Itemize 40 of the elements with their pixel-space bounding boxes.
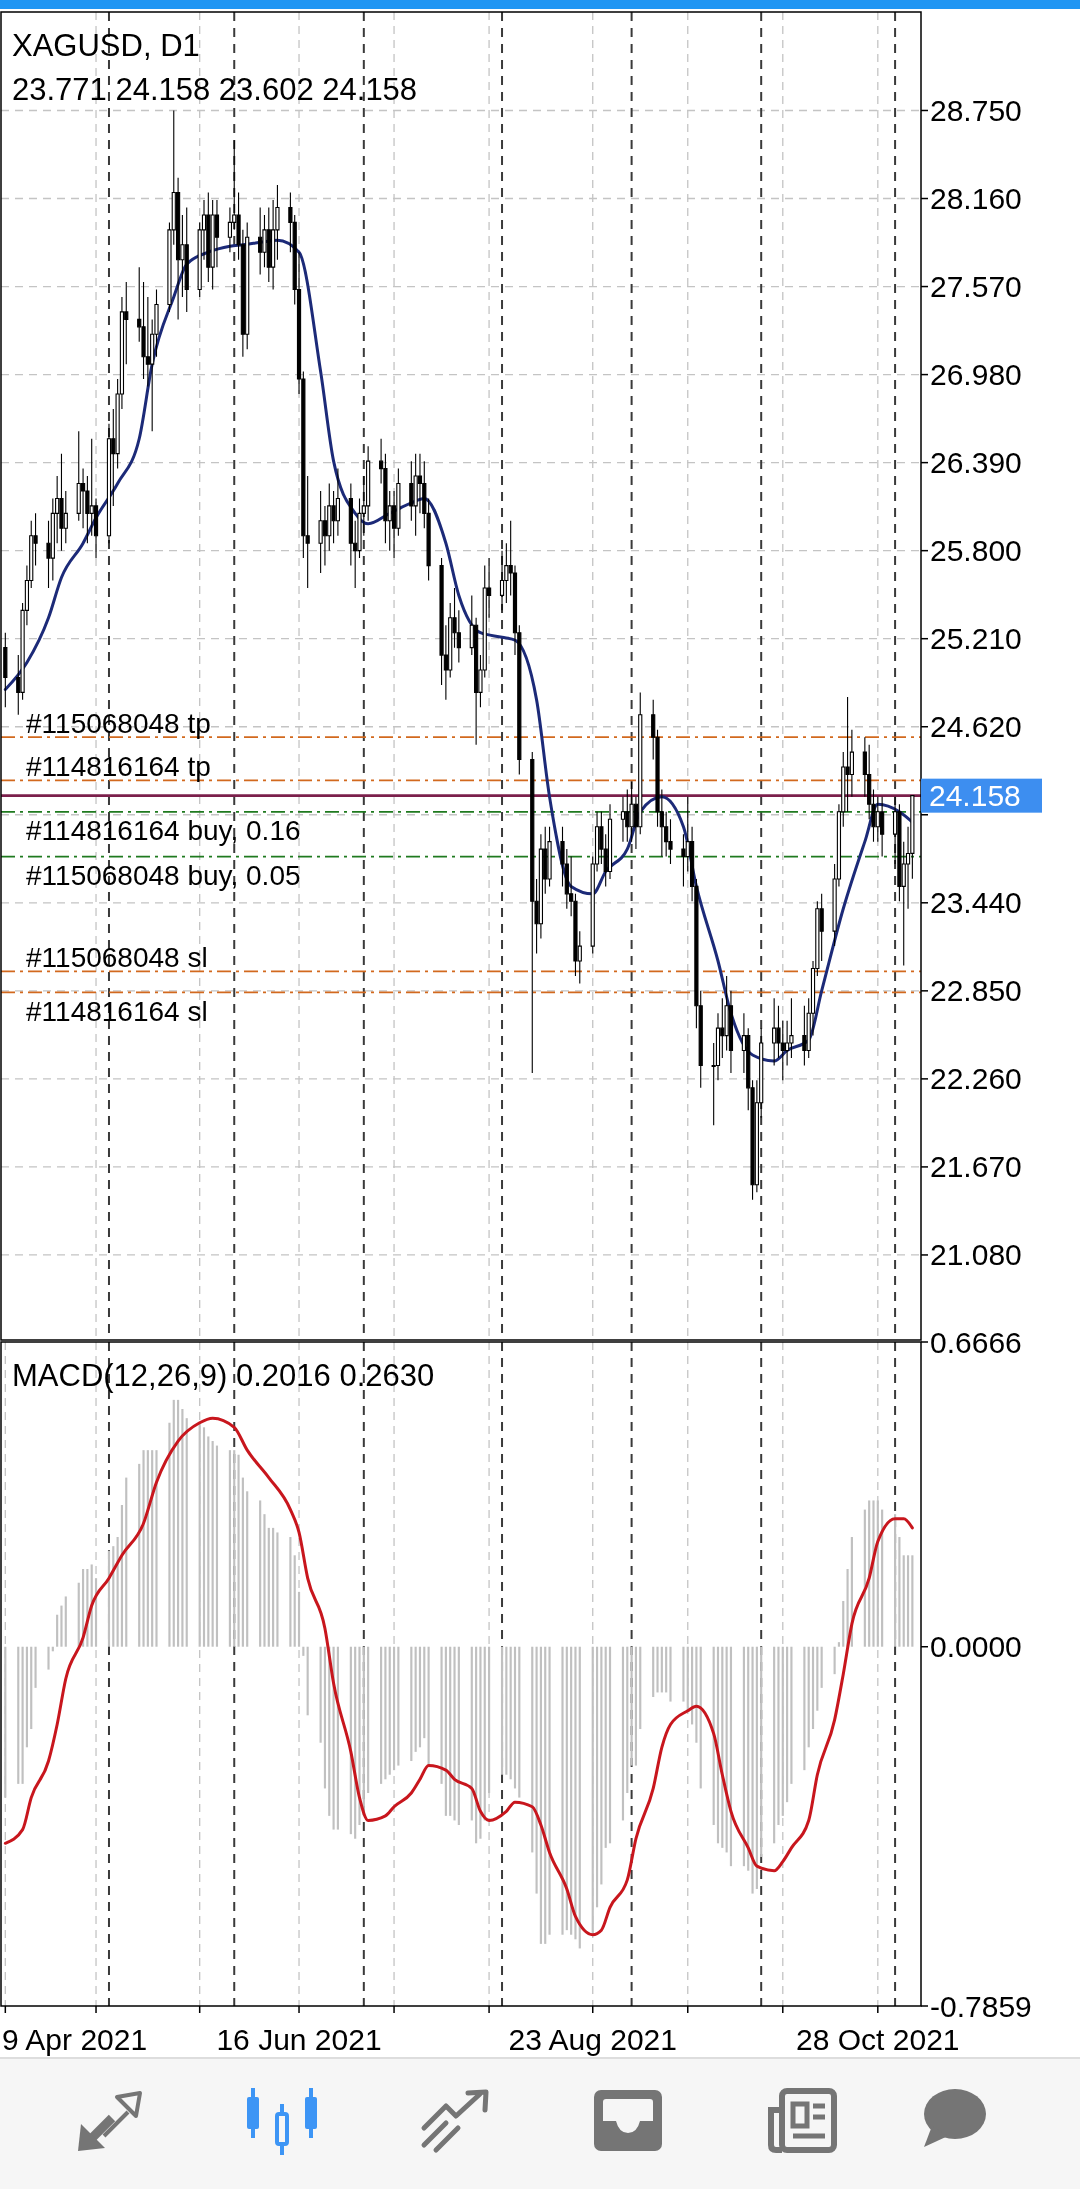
y-tick-label: 24.620 (930, 710, 1022, 744)
y-tick-label: 0.0000 (930, 1630, 1022, 1664)
candlestick (413, 453, 418, 537)
candlestick (530, 751, 535, 1074)
ref-line-label: #114816164 buy, 0.16 (26, 815, 301, 847)
line-series (3, 1416, 914, 1937)
ref-line-label: 24.158 (929, 779, 1021, 813)
y-tick-label: 22.260 (930, 1062, 1022, 1096)
y-tick-label: 21.080 (930, 1238, 1022, 1272)
ref-line-label: #114816164 tp (26, 751, 211, 783)
candlestick (59, 453, 64, 552)
ref-line-label: #115068048 sl (26, 942, 208, 974)
candlestick (772, 997, 777, 1066)
y-tick-label: 26.980 (930, 358, 1022, 392)
y-tick-label: 23.440 (930, 886, 1022, 920)
y-tick-label: 21.670 (930, 1150, 1022, 1184)
y-tick-label: 22.850 (930, 974, 1022, 1008)
x-tick-label: 23 Aug 2021 (508, 2023, 677, 2056)
text: MACD(12,26,9) 0.2016 0.2630 (12, 1358, 435, 1393)
candlestick (318, 490, 323, 574)
x-tick-label: 16 Jun 2021 (216, 2023, 382, 2056)
candlestick (3, 632, 8, 708)
y-tick-label: 28.160 (930, 182, 1022, 216)
y-tick-label: -0.7859 (930, 1989, 1032, 2023)
candlestick (258, 206, 263, 276)
candlestick (184, 206, 189, 313)
candlestick (880, 796, 885, 858)
y-tick-label: 28.750 (930, 93, 1022, 127)
y-tick-label: 27.570 (930, 270, 1022, 304)
ref-line-label: #115068048 buy, 0.05 (26, 859, 301, 891)
y-tick-label: 25.800 (930, 534, 1022, 568)
x-tick-label: 28 Oct 2021 (796, 2023, 960, 2056)
text: 23.771 24.158 23.602 24.158 (12, 72, 418, 107)
x-tick-label: 9 Apr 2021 (2, 2023, 148, 2056)
y-tick-label: 25.210 (930, 622, 1022, 656)
y-tick-label: 0.6666 (930, 1325, 1022, 1359)
ref-line-label: #115068048 tp (26, 708, 211, 740)
text: XAGUSD, D1 (12, 28, 200, 63)
y-tick-label: 26.390 (930, 446, 1022, 480)
ref-line-label: #114816164 sl (26, 995, 208, 1027)
